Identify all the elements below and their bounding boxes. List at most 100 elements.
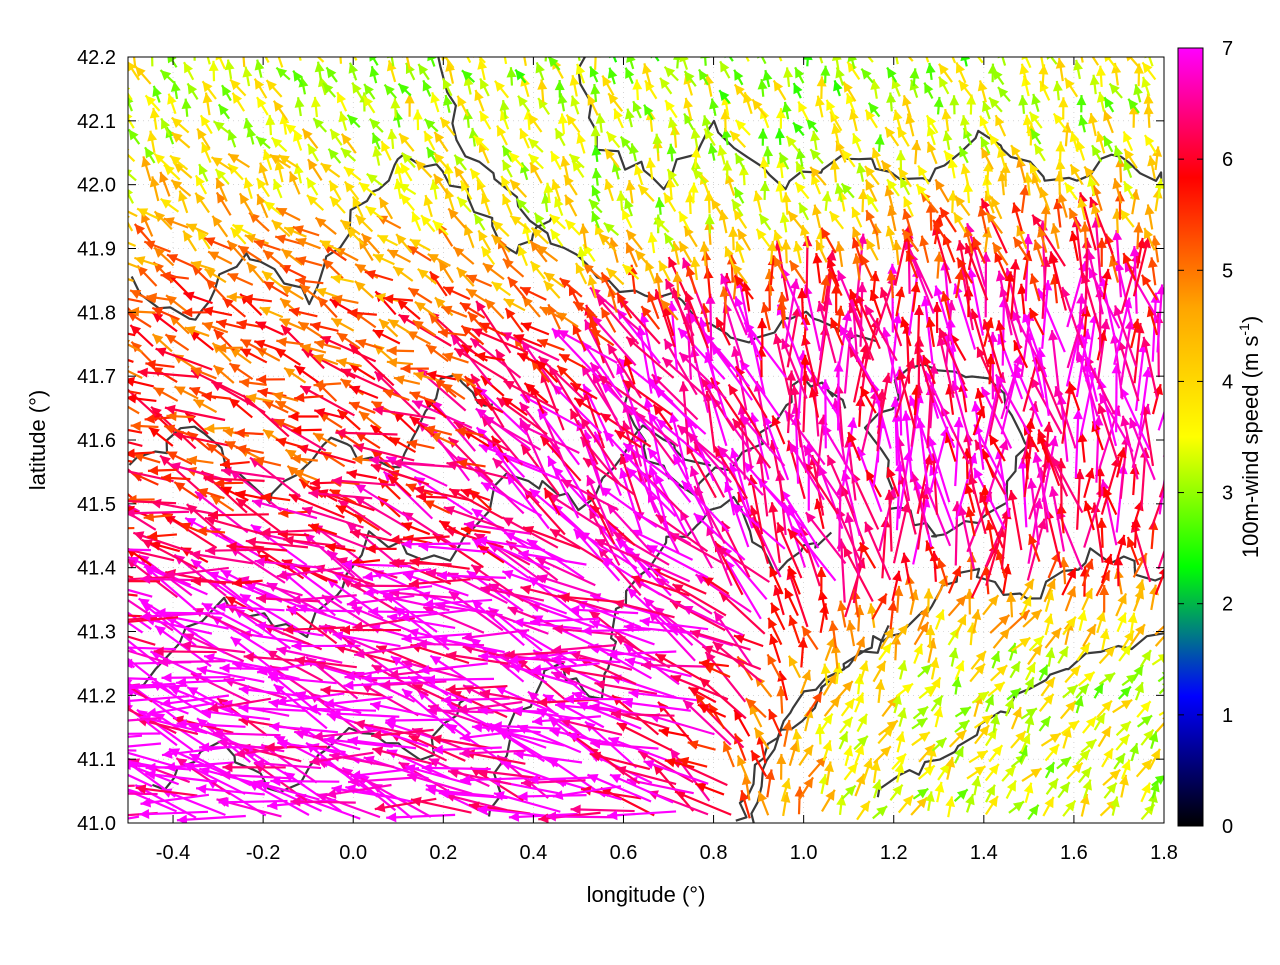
wind-arrow [434,153,449,170]
wind-arrow [993,69,1004,84]
wind-arrow [803,50,813,67]
wind-arrow [274,101,287,120]
wind-arrow [1138,716,1152,727]
wind-arrow [154,388,178,401]
wind-arrow [150,108,160,130]
wind-arrow [971,776,981,795]
wind-arrow [924,83,933,99]
wind-arrow [346,42,356,61]
wind-arrow [920,42,930,62]
wind-arrow [137,266,156,286]
wind-arrow [960,115,970,134]
wind-arrow [835,241,845,267]
wind-arrow [919,236,929,263]
wind-arrow [1006,592,1016,617]
wind-arrow [556,312,578,327]
wind-arrow [855,774,865,796]
wind-arrow [387,346,414,356]
wind-arrow [413,109,423,130]
wind-arrow [407,331,431,344]
wind-arrow [293,41,303,61]
wind-arrow [523,296,540,317]
wind-arrow [369,66,379,83]
wind-arrow [787,136,799,152]
wind-arrow [178,191,187,213]
wind-arrow [765,269,775,296]
wind-arrow [425,119,438,131]
wind-arrow [256,136,270,148]
x-tick-label: 1.6 [1060,842,1088,864]
wind-arrow [214,365,234,383]
wind-arrow [759,214,770,230]
wind-arrow [443,287,470,300]
y-axis-label: latitude (°) [25,390,50,491]
colorbar-tick-label: 0 [1222,816,1233,838]
wind-arrow [769,709,782,736]
wind-arrow [997,147,1007,168]
wind-arrow [815,96,825,118]
wind-arrow [1043,797,1053,816]
wind-arrow [970,46,983,62]
wind-arrow [711,199,724,219]
wind-arrow [430,271,447,295]
wind-arrow [531,261,545,279]
wind-arrow [1045,648,1055,667]
wind-arrow [1058,97,1068,119]
wind-arrow [832,50,842,69]
wind-arrow [795,182,808,198]
wind-arrow [203,81,216,99]
wind-arrow [247,262,264,282]
wind-arrow [691,128,701,147]
wind-arrow [757,47,766,63]
wind-arrow [1063,801,1075,817]
wind-arrow [1094,683,1103,698]
wind-arrow [347,115,359,127]
wind-arrow [110,272,134,282]
wind-arrow [950,730,966,747]
wind-arrow [1021,579,1034,600]
wind-arrow [1076,750,1089,765]
wind-arrow [1067,261,1087,327]
wind-arrow [396,234,411,252]
wind-arrow [201,142,210,162]
wind-arrow [387,250,410,262]
wind-arrow [1083,501,1093,530]
wind-arrow [532,228,549,244]
wind-arrow [285,124,302,137]
wind-arrow [300,386,354,416]
wind-arrow [875,134,885,151]
wind-arrow [259,43,269,62]
colorbar-tick-label: 3 [1222,483,1233,505]
wind-arrow [1040,694,1054,711]
wind-arrow [480,78,489,96]
wind-arrow [406,63,415,80]
wind-arrow [386,812,455,822]
wind-arrow [337,92,346,111]
wind-arrow [1002,766,1015,781]
wind-arrow [222,85,231,100]
wind-arrow [1102,748,1113,767]
wind-arrow [365,270,393,280]
wind-arrow [216,49,225,68]
wind-arrow [978,80,988,102]
wind-arrow [1117,613,1126,632]
wind-arrow [330,196,345,213]
wind-arrow [897,708,907,727]
wind-arrow [308,159,322,180]
wind-arrow [592,145,602,162]
wind-arrow [856,163,866,182]
x-tick-label: 1.4 [970,842,998,864]
wind-arrow [559,592,620,602]
wind-arrow [937,336,954,398]
wind-arrow [571,805,635,815]
wind-arrow [843,746,853,766]
wind-arrow [311,97,321,117]
wind-arrow [393,267,413,281]
wind-arrow [1078,115,1088,132]
wind-arrow [1103,110,1113,132]
x-tick-label: -0.4 [156,842,190,864]
wind-arrow [927,142,937,164]
wind-arrow [315,62,325,80]
wind-arrow [857,714,866,732]
